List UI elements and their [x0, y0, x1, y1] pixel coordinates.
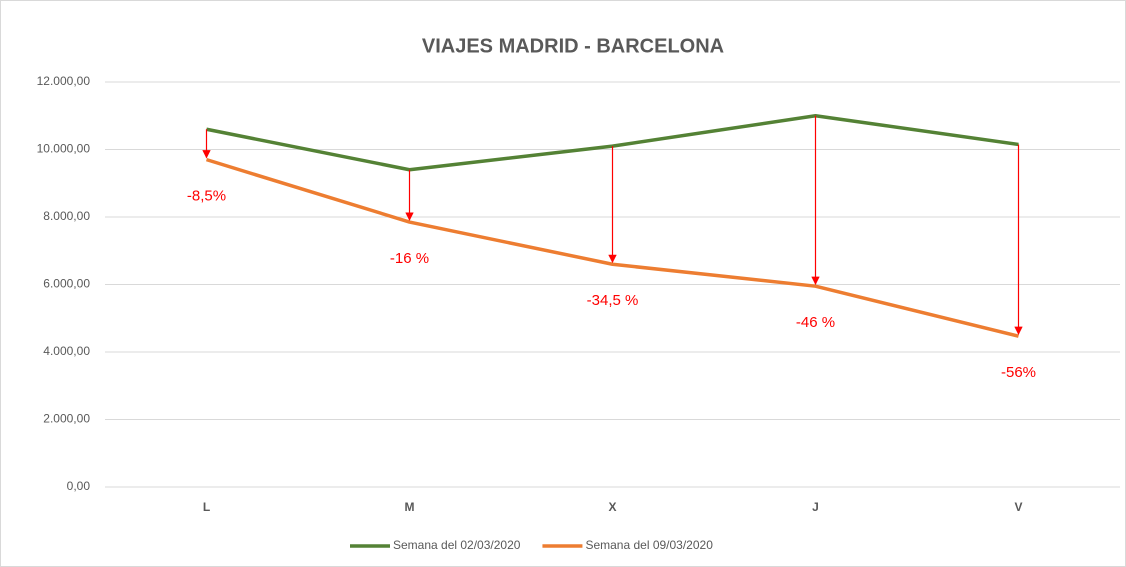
- y-tick-label: 0,00: [67, 479, 91, 493]
- annotation: -46 %: [796, 314, 835, 331]
- x-tick-label: L: [203, 500, 210, 514]
- chart-title: VIAJES MADRID - BARCELONA: [422, 35, 724, 57]
- annotation: -34,5 %: [587, 292, 639, 309]
- annotation: -16 %: [390, 250, 429, 267]
- series-line: [205, 157, 1019, 338]
- x-tick-label: X: [608, 500, 616, 514]
- y-tick-label: 8.000,00: [43, 209, 90, 223]
- annotation: -56%: [1001, 364, 1036, 381]
- y-tick-label: 4.000,00: [43, 344, 90, 358]
- x-tick-label: M: [405, 500, 415, 514]
- x-tick-label: J: [812, 500, 819, 514]
- y-tick-label: 6.000,00: [43, 277, 90, 291]
- y-tick-label: 12.000,00: [37, 74, 91, 88]
- y-tick-label: 10.000,00: [37, 142, 91, 156]
- legend-label: Semana del 09/03/2020: [585, 538, 713, 552]
- legend-label: Semana del 02/03/2020: [393, 538, 521, 552]
- x-tick-label: V: [1014, 500, 1022, 514]
- y-tick-label: 2.000,00: [43, 412, 90, 426]
- annotation: -8,5%: [187, 188, 226, 205]
